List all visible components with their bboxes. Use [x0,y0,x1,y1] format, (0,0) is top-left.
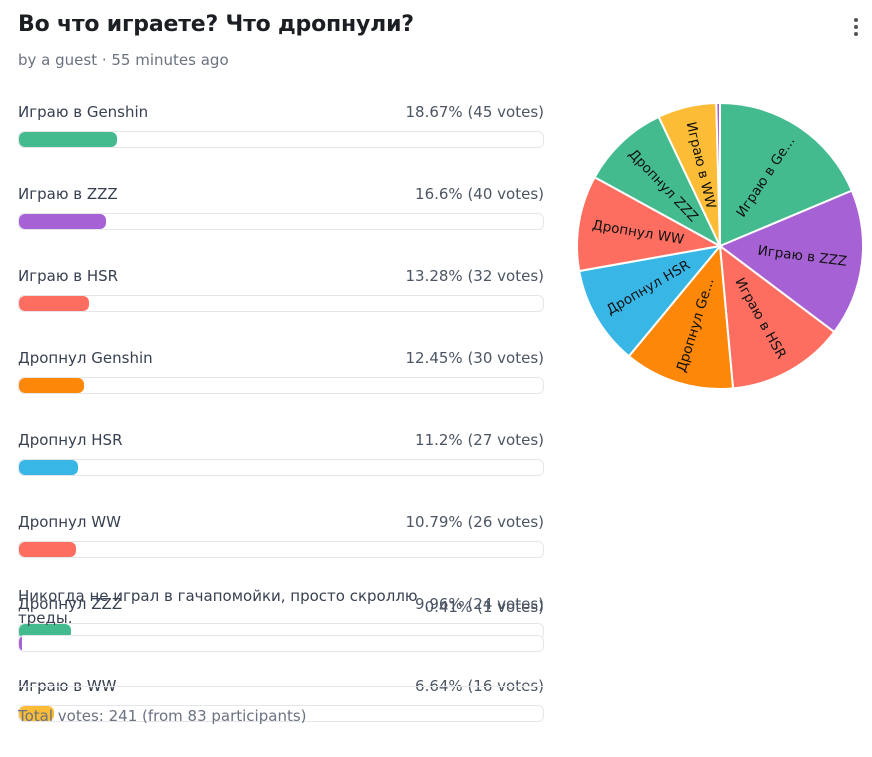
option-percent: 11.2% (27 votes) [415,431,544,449]
pie-slice [627,243,735,390]
pie-slice [718,189,864,334]
option-bar-fill [19,460,78,475]
option-percent: 0.41% (1 votes) [424,598,544,616]
option-bar [18,213,544,230]
option-percent: 9.96% (24 votes) [415,595,544,613]
poll-options-last: Никогда не играл в гачапомойки, просто с… [18,585,544,652]
option-bar-fill [19,378,85,393]
option-bar-fill [19,706,54,721]
pie-slice [719,101,854,248]
option-label: Дропнул Genshin [18,349,153,367]
option-bar-fill [19,542,76,557]
option-label: Играю в ZZZ [18,185,118,203]
option-bar [18,459,544,476]
option-label: Дропнул ZZZ [18,595,123,613]
option-label: Дропнул WW [18,513,121,531]
option-bar [18,705,544,722]
option-bar [18,541,544,558]
poll-option: Дропнул HSR 11.2% (27 votes) [18,429,544,476]
option-bar [18,295,544,312]
option-bar-fill [19,214,106,229]
option-label: Играю в HSR [18,267,119,285]
poll-option: Играю в ZZZ 16.6% (40 votes) [18,183,544,230]
option-label: Играю в Genshin [18,103,149,121]
option-bar-fill [19,132,117,147]
option-label: Никогда не играл в гачапомойки, просто с… [18,587,418,627]
option-bar [18,635,544,652]
option-bar [18,377,544,394]
poll-option: Играю в HSR 13.28% (32 votes) [18,265,544,312]
option-percent: 10.79% (26 votes) [405,513,544,531]
option-percent: 12.45% (30 votes) [405,349,544,367]
option-percent: 18.67% (45 votes) [405,103,544,121]
poll-title: Во что играете? Что дропнули? [18,12,414,37]
poll-option: Никогда не играл в гачапомойки, просто с… [18,585,544,629]
poll-option: Играю в Genshin 18.67% (45 votes) [18,101,544,148]
poll-option: Дропнул Genshin 12.45% (30 votes) [18,347,544,394]
total-votes: Total votes: 241 (from 83 participants) [18,707,307,725]
pie-slice [593,115,723,249]
option-percent: 16.6% (40 votes) [415,185,544,203]
pie-slice [576,175,723,273]
option-label: Дропнул HSR [18,431,123,449]
option-bar-fill [19,296,89,311]
option-percent: 13.28% (32 votes) [405,267,544,285]
option-bar [18,131,544,148]
poll-options: Играю в Genshin 18.67% (45 votes) Играю … [18,101,544,757]
divider [18,686,544,687]
pie-slice [715,101,721,247]
pie-slice [578,244,723,358]
poll-byline: by a guest · 55 minutes ago [18,51,229,69]
option-bar-fill [19,636,22,651]
pie-slice [718,243,836,390]
poll-option: Дропнул WW 10.79% (26 votes) [18,511,544,558]
more-options-icon[interactable] [846,14,866,40]
